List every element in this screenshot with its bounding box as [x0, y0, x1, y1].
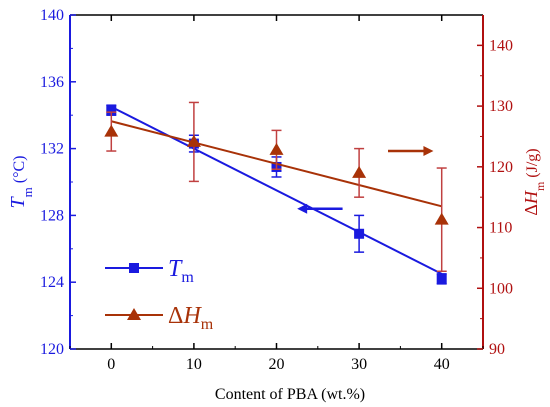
plot-frame — [69, 14, 484, 350]
arrow-left-head — [297, 203, 308, 214]
x-tick-label: 30 — [351, 356, 367, 373]
y-axis-right: 90 100 110 120 130 140 ΔHm (J/g) — [477, 37, 547, 358]
series-dhm — [104, 101, 449, 273]
arrow-right-head — [423, 146, 434, 157]
legend: Tm ΔHm — [105, 256, 214, 333]
data-point — [186, 134, 201, 147]
annotation-layer — [297, 146, 434, 214]
y-right-title: ΔHm (J/g) — [521, 148, 547, 215]
x-tick-label: 40 — [434, 356, 450, 373]
data-point — [269, 142, 284, 155]
x-tick-label: 20 — [269, 356, 285, 373]
data-point — [106, 105, 117, 116]
y-right-tick-label: 130 — [489, 98, 513, 115]
y-left-title: Tm (°C) — [7, 156, 35, 209]
series-layer — [104, 101, 449, 285]
y-left-tick-label: 136 — [40, 74, 64, 91]
legend-label: ΔHm — [168, 303, 214, 333]
data-point — [434, 212, 449, 225]
y-left-tick-label: 120 — [40, 341, 64, 358]
legend-label: Tm — [168, 256, 194, 286]
x-tick-label: 0 — [107, 356, 115, 373]
x-axis: 0 10 20 30 40 — [69, 15, 484, 373]
legend-marker — [127, 308, 141, 320]
y-right-tick-label: 90 — [489, 341, 505, 358]
data-point — [104, 124, 119, 137]
data-point — [436, 273, 447, 284]
x-axis-title: Content of PBA (wt.%) — [215, 386, 365, 403]
y-right-tick-label: 140 — [489, 37, 513, 54]
y-left-tick-label: 140 — [40, 7, 64, 24]
legend-marker — [129, 263, 139, 273]
data-point — [354, 228, 365, 239]
y-right-tick-label: 110 — [489, 220, 512, 237]
y-right-tick-label: 100 — [489, 280, 513, 297]
data-point — [352, 165, 367, 178]
y-right-tick-label: 120 — [489, 159, 513, 176]
y-left-tick-label: 124 — [40, 274, 64, 291]
y-axis-left: 120 124 128 132 136 140 Tm (°C) — [7, 7, 76, 358]
y-left-tick-label: 128 — [40, 207, 64, 224]
x-tick-label: 10 — [186, 356, 202, 373]
y-left-tick-label: 132 — [40, 141, 64, 158]
